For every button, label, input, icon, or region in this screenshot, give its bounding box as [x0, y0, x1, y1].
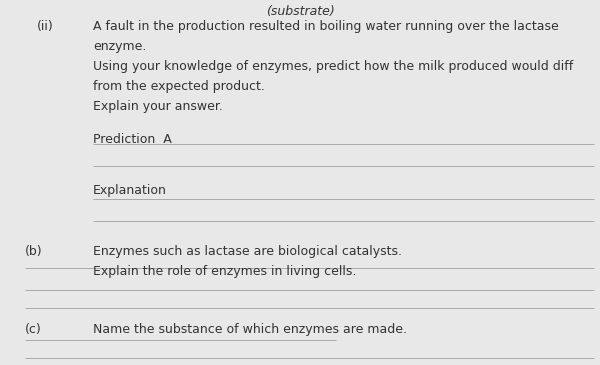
Text: Enzymes such as lactase are biological catalysts.: Enzymes such as lactase are biological c… — [93, 245, 402, 258]
Text: from the expected product.: from the expected product. — [93, 80, 265, 93]
Text: A fault in the production resulted in boiling water running over the lactase: A fault in the production resulted in bo… — [93, 20, 559, 33]
Text: Explain the role of enzymes in living cells.: Explain the role of enzymes in living ce… — [93, 265, 356, 278]
Text: Prediction  A: Prediction A — [93, 133, 172, 146]
Text: (b): (b) — [25, 245, 43, 258]
Text: Using your knowledge of enzymes, predict how the milk produced would diff: Using your knowledge of enzymes, predict… — [93, 60, 573, 73]
Text: Explain your answer.: Explain your answer. — [93, 100, 223, 114]
Text: Name the substance of which enzymes are made.: Name the substance of which enzymes are … — [93, 323, 407, 336]
Text: (c): (c) — [25, 323, 42, 336]
Text: enzyme.: enzyme. — [93, 40, 146, 53]
Text: (ii): (ii) — [37, 20, 54, 33]
Text: Explanation: Explanation — [93, 184, 167, 197]
Text: (substrate): (substrate) — [266, 5, 334, 19]
